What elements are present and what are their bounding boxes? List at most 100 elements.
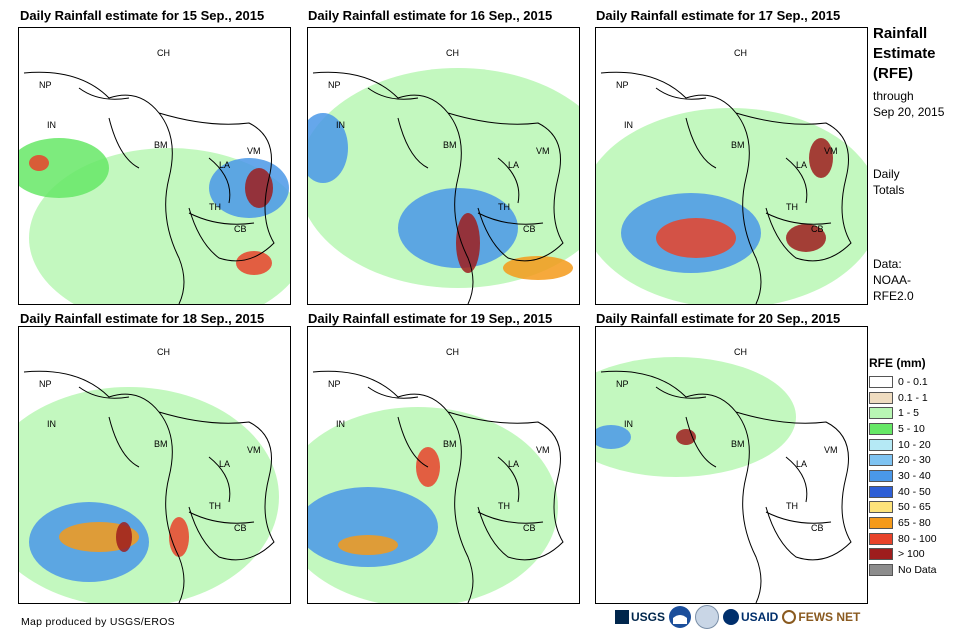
country-label: CH — [157, 347, 170, 357]
country-label: TH — [498, 501, 510, 511]
map-canvas: CH NP IN BM LA VM TH CB — [596, 48, 867, 304]
rainfall-area — [308, 113, 348, 183]
country-label: TH — [209, 202, 221, 212]
legend-label: 30 - 40 — [898, 469, 931, 482]
country-label: LA — [508, 160, 519, 170]
noaa-logo — [669, 606, 692, 628]
rfe-legend: RFE (mm) 0 - 0.1 0.1 - 1 1 - 5 5 - 10 10 - 2… — [869, 356, 965, 578]
rainfall-map-15-sep: CH NP IN BM LA VM TH CB — [18, 27, 291, 305]
country-label: CB — [234, 224, 247, 234]
country-label: CB — [811, 224, 824, 234]
country-label: TH — [498, 202, 510, 212]
map-canvas: CH NP IN BM LA VM TH CB — [308, 48, 579, 304]
panel-title-3: Daily Rainfall estimate for 17 Sep., 201… — [596, 8, 841, 23]
legend-item: 0 - 0.1 — [869, 374, 965, 390]
legend-label: 50 - 65 — [898, 501, 931, 514]
legend-item: 50 - 65 — [869, 500, 965, 516]
country-label: CH — [446, 48, 459, 58]
rainfall-map-17-sep: CH NP IN BM LA VM TH CB — [595, 27, 868, 305]
panel-title-5: Daily Rainfall estimate for 19 Sep., 201… — [308, 311, 553, 326]
legend-label: 1 - 5 — [898, 407, 920, 420]
country-borders — [312, 370, 564, 603]
rainfall-area — [456, 213, 480, 273]
rainfall-area — [245, 168, 273, 208]
legend-swatch — [869, 375, 893, 388]
rainfall-area — [236, 251, 272, 275]
country-label: BM — [443, 140, 457, 150]
rainfall-area — [809, 138, 833, 178]
country-label: VM — [536, 445, 550, 455]
country-label: BM — [154, 439, 168, 449]
legend-swatch — [869, 454, 893, 467]
country-label: CB — [523, 224, 536, 234]
country-label: CH — [734, 48, 747, 58]
panel-title-6: Daily Rainfall estimate for 20 Sep., 201… — [596, 311, 841, 326]
country-borders — [600, 370, 852, 603]
country-label: IN — [336, 120, 345, 130]
usgs-logo: USGS — [615, 610, 665, 624]
legend-title: RFE (mm) — [869, 356, 926, 370]
rainfall-map-18-sep: CH NP IN BM LA VM TH CB — [18, 326, 291, 604]
rainfall-map-20-sep: CH NP IN BM LA VM TH CB — [595, 326, 868, 604]
legend-label: No Data — [898, 564, 937, 577]
rainfall-area — [116, 522, 132, 552]
state-dept-seal-icon — [695, 605, 720, 629]
logo-strip: USGS USAID FEWS NET — [615, 605, 860, 629]
country-label: NP — [328, 80, 341, 90]
country-label: CH — [734, 347, 747, 357]
legend-swatch — [869, 407, 893, 420]
rainfall-map-19-sep: CH NP IN BM LA VM TH CB — [307, 326, 580, 604]
panel-title-2: Daily Rainfall estimate for 16 Sep., 201… — [308, 8, 553, 23]
legend-label: 0 - 0.1 — [898, 375, 928, 388]
legend-label: 80 - 100 — [898, 532, 937, 545]
country-label: LA — [219, 160, 230, 170]
rainfall-map-16-sep: CH NP IN BM LA VM TH CB — [307, 27, 580, 305]
legend-label: 0.1 - 1 — [898, 391, 928, 404]
country-borders — [312, 71, 564, 304]
rainfall-area — [786, 224, 826, 252]
country-label: CB — [234, 523, 247, 533]
legend-swatch — [869, 564, 893, 577]
country-label: NP — [39, 80, 52, 90]
legend-item: 10 - 20 — [869, 437, 965, 453]
country-label: VM — [824, 146, 838, 156]
country-label: LA — [508, 459, 519, 469]
legend-item: 30 - 40 — [869, 468, 965, 484]
legend-swatch — [869, 485, 893, 498]
country-label: BM — [731, 140, 745, 150]
usaid-logo: USAID — [723, 609, 778, 625]
country-borders — [23, 71, 275, 304]
panel-title-4: Daily Rainfall estimate for 18 Sep., 201… — [20, 311, 265, 326]
map-canvas: CH NP IN BM LA VM TH CB — [19, 347, 279, 603]
country-label: VM — [247, 146, 261, 156]
legend-swatch — [869, 548, 893, 561]
country-label: NP — [328, 379, 341, 389]
legend-swatch — [869, 391, 893, 404]
data-source-note: Data: NOAA- RFE2.0 — [873, 257, 914, 303]
country-label: CH — [157, 48, 170, 58]
map-canvas: CH NP IN BM LA VM TH CB — [19, 48, 290, 304]
country-label: IN — [47, 120, 56, 130]
legend-label: 65 - 80 — [898, 517, 931, 530]
map-credit: Map produced by USGS/EROS — [21, 616, 175, 628]
rainfall-area — [19, 138, 109, 198]
fewsnet-logo: FEWS NET — [782, 610, 860, 624]
country-label: TH — [209, 501, 221, 511]
legend-item: 65 - 80 — [869, 515, 965, 531]
country-label: NP — [616, 379, 629, 389]
rainfall-area — [29, 155, 49, 171]
country-label: VM — [536, 146, 550, 156]
legend-label: 5 - 10 — [898, 422, 925, 435]
daily-totals-note: Daily Totals — [873, 167, 905, 197]
country-label: NP — [39, 379, 52, 389]
country-label: CB — [523, 523, 536, 533]
rainfall-area — [656, 218, 736, 258]
legend-swatch — [869, 438, 893, 451]
country-borders — [600, 71, 852, 304]
panel-title-1: Daily Rainfall estimate for 15 Sep., 201… — [20, 8, 265, 23]
rainfall-area — [503, 256, 573, 280]
country-label: IN — [624, 419, 633, 429]
rainfall-area — [596, 425, 631, 449]
through-date: through Sep 20, 2015 — [873, 89, 945, 119]
map-canvas: CH NP IN BM LA VM TH CB — [308, 347, 564, 603]
